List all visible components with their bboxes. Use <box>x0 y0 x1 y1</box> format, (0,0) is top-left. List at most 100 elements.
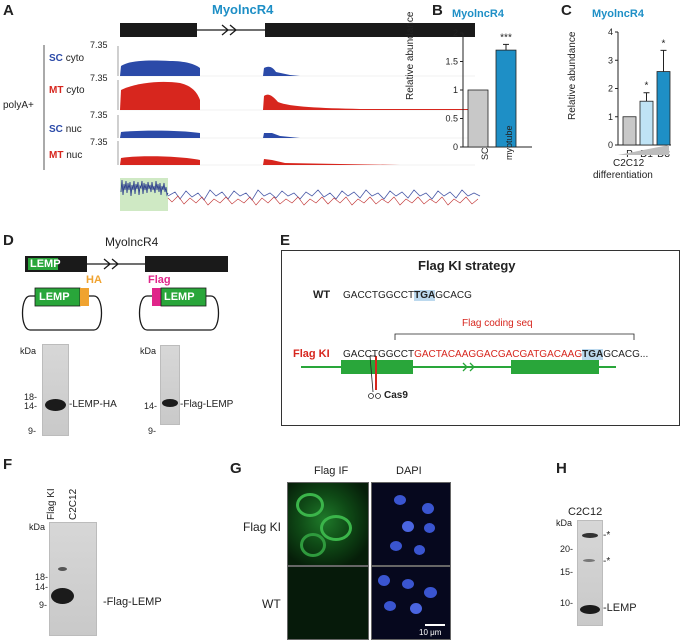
panel-c-xlabel-2: differentiation <box>593 170 653 181</box>
track-scale-mt-cyto: 7.35 <box>90 73 108 83</box>
blot2-marker-9: 9- <box>148 426 157 436</box>
panel-g-row-wt: WT <box>262 597 281 611</box>
bar-D3 <box>656 71 671 146</box>
blotf-marker-18: 18- <box>35 572 49 582</box>
blot-h-star-1: -* <box>603 530 611 541</box>
blot1-kda: kDa <box>20 346 37 356</box>
panel-a-tracks <box>43 23 481 211</box>
significance-mark: *** <box>500 32 512 43</box>
lane-label-flag-ki: Flag KI <box>46 488 57 520</box>
group-label-polya: polyA+ <box>3 100 34 111</box>
blot1-band <box>45 399 66 411</box>
blot-h-band-top <box>582 533 598 538</box>
micrograph-wt-flag-if <box>287 566 369 640</box>
blotf-marker-14: 14- <box>35 582 49 592</box>
panel-d-gene-name: MyolncR4 <box>105 235 159 249</box>
blotf-band-label: -Flag-LEMP <box>103 596 162 608</box>
track-label-mt-nuc: MT nuc <box>49 150 83 161</box>
blot-h-band-label: -LEMP <box>603 602 637 614</box>
panel-c-title: MyolncR4 <box>592 8 644 20</box>
significance-mark: * <box>645 81 649 92</box>
blotf-faint-band <box>58 567 67 571</box>
ki-label: Flag KI <box>293 348 330 360</box>
micrograph-flag-ki-flag-if <box>287 482 369 566</box>
panel-e-title: Flag KI strategy <box>418 258 516 273</box>
track-label-mt-cyto: MT cyto <box>49 85 85 96</box>
panel-c-xlabel-1: C2C12 <box>613 158 645 169</box>
panel-label-b: B <box>432 2 443 19</box>
panel-label-d: D <box>3 232 14 249</box>
panel-g-col-dapi: DAPI <box>396 465 422 477</box>
y-tick-label: 4 <box>608 27 613 37</box>
panel-e-diagram <box>301 333 635 399</box>
blot1-marker-9: 9- <box>28 426 37 436</box>
track-label-sc-nuc: SC nuc <box>49 124 82 135</box>
wt-label: WT <box>313 289 331 301</box>
panel-b-xlabel-sc: SC <box>480 147 490 160</box>
scale-bar <box>425 624 445 626</box>
y-tick-label: 0 <box>608 140 613 150</box>
blot-h-image <box>577 520 603 626</box>
differentiation-wedge <box>618 145 669 155</box>
y-tick-label: 2 <box>608 84 613 94</box>
blot-h-lane-label: C2C12 <box>568 506 603 518</box>
blot1-image <box>42 344 69 436</box>
plasmid1-insert-label: LEMP <box>39 291 70 303</box>
y-tick-label: 0.5 <box>445 114 458 124</box>
blot1-marker-14: 14- <box>24 401 38 411</box>
blotf-marker-9: 9- <box>39 600 48 610</box>
panel-label-g: G <box>230 460 242 477</box>
blot2-band-label: -Flag-LEMP <box>180 399 234 410</box>
cas9-label: Cas9 <box>384 390 408 401</box>
track-sc-cyto-exon2 <box>263 66 300 76</box>
significance-mark: * <box>662 38 666 49</box>
blot-h-marker-15: 15- <box>560 567 574 577</box>
conservation-track <box>120 179 481 206</box>
wt-sequence: GACCTGGCCTTGAGCACG <box>343 290 472 301</box>
blot-h-marker-10: 10- <box>560 598 574 608</box>
y-tick-label: 1 <box>453 85 458 95</box>
micrograph-flag-ki-dapi <box>371 482 451 566</box>
panel-c-ylabel: Relative abundance <box>567 31 578 120</box>
y-tick-label: 1.5 <box>445 57 458 67</box>
track-label-sc-cyto: SC cyto <box>49 53 85 64</box>
panel-label-c: C <box>561 2 572 19</box>
blotf-image <box>49 522 97 636</box>
lane-label-c2c12: C2C12 <box>68 488 79 520</box>
panel-b-ylabel: Relative abundance <box>405 11 416 100</box>
bar-D1 <box>639 100 654 146</box>
panel-label-f: F <box>3 456 13 473</box>
track-sc-cyto-exon1 <box>120 60 200 76</box>
bar-SC <box>467 89 489 148</box>
blot2-band <box>162 399 178 407</box>
track-mt-cyto-exon1 <box>120 81 200 110</box>
bar-P <box>622 116 637 146</box>
panel-d-constructs <box>21 256 228 331</box>
y-tick-label: 1 <box>608 112 613 122</box>
track-sc-nuc-exon2 <box>263 133 300 138</box>
track-sc-nuc-exon1 <box>120 130 200 138</box>
blot2-kda: kDa <box>140 346 157 356</box>
blot1-band-label: -LEMP-HA <box>69 399 117 410</box>
panel-g-col-flag-if: Flag IF <box>314 465 349 477</box>
y-tick-label: 3 <box>608 55 613 65</box>
blot-h-band-lemp <box>580 605 600 614</box>
track-scale-sc-cyto: 7.35 <box>90 40 108 50</box>
plasmid1-ha-label: HA <box>86 274 102 286</box>
blot-h-band-mid <box>583 559 595 562</box>
plasmid2-insert-label: LEMP <box>164 291 195 303</box>
panel-e-box <box>281 250 680 426</box>
flag-coding-label: Flag coding seq <box>462 318 533 329</box>
panel-label-e: E <box>280 232 291 249</box>
blot-h-kda: kDa <box>556 518 573 528</box>
y-tick-label: 2 <box>453 28 458 38</box>
track-mt-cyto-exon2 <box>263 94 475 110</box>
panel-b-title: MyolncR4 <box>452 8 504 20</box>
panel-b-chart: 0 0.5 1 1.5 2 *** <box>445 28 532 152</box>
blot1-marker-18: 18- <box>24 392 38 402</box>
track-mt-nuc-exon2 <box>263 159 400 165</box>
blot-h-marker-20: 20- <box>560 544 574 554</box>
track-scale-mt-nuc: 7.35 <box>90 137 108 147</box>
panel-g-row-flag-ki: Flag KI <box>243 520 282 534</box>
